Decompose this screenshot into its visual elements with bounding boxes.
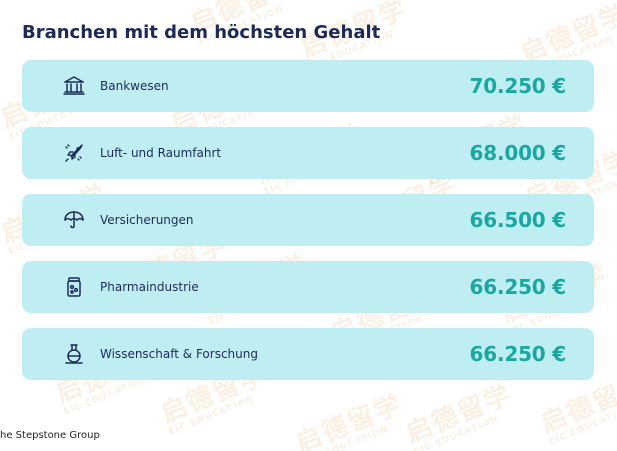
salary-value: 68.000 €	[469, 141, 567, 165]
watermark: 启德留学 EIC EDUCATION	[401, 379, 517, 451]
salary-value: 66.250 €	[469, 275, 567, 299]
industry-row-versicherungen: Versicherungen 66.500 €	[22, 194, 594, 246]
industry-row-pharmaindustrie: Pharmaindustrie 66.250 €	[22, 261, 594, 313]
source-caption: he Stepstone Group	[0, 430, 100, 441]
rocket-icon	[62, 141, 86, 165]
salary-value: 70.250 €	[469, 74, 567, 98]
industry-row-luft-und-raumfahrt: Luft- und Raumfahrt 68.000 €	[22, 127, 594, 179]
industry-label: Luft- und Raumfahrt	[100, 146, 222, 160]
bank-icon	[62, 74, 86, 98]
industry-label: Bankwesen	[100, 79, 169, 93]
salary-value: 66.500 €	[469, 208, 567, 232]
watermark: 启德留学 EIC EDUCATION	[291, 389, 407, 451]
page-title: Branchen mit dem höchsten Gehalt	[22, 22, 381, 43]
industry-row-bankwesen: Bankwesen 70.250 €	[22, 60, 594, 112]
industry-salary-list: Bankwesen 70.250 € Luft- und Raumfahrt 6…	[22, 60, 594, 380]
umbrella-icon	[62, 208, 86, 232]
industry-row-wissenschaft-forschung: Wissenschaft & Forschung 66.250 €	[22, 328, 594, 380]
industry-label: Pharmaindustrie	[100, 280, 199, 294]
lab-flask-icon	[62, 342, 86, 366]
salary-value: 66.250 €	[469, 342, 567, 366]
industry-label: Versicherungen	[100, 213, 194, 227]
medicine-jar-icon	[62, 275, 86, 299]
industry-label: Wissenschaft & Forschung	[100, 347, 258, 361]
watermark: 启德留学 EIC EDUCATION	[536, 369, 617, 448]
